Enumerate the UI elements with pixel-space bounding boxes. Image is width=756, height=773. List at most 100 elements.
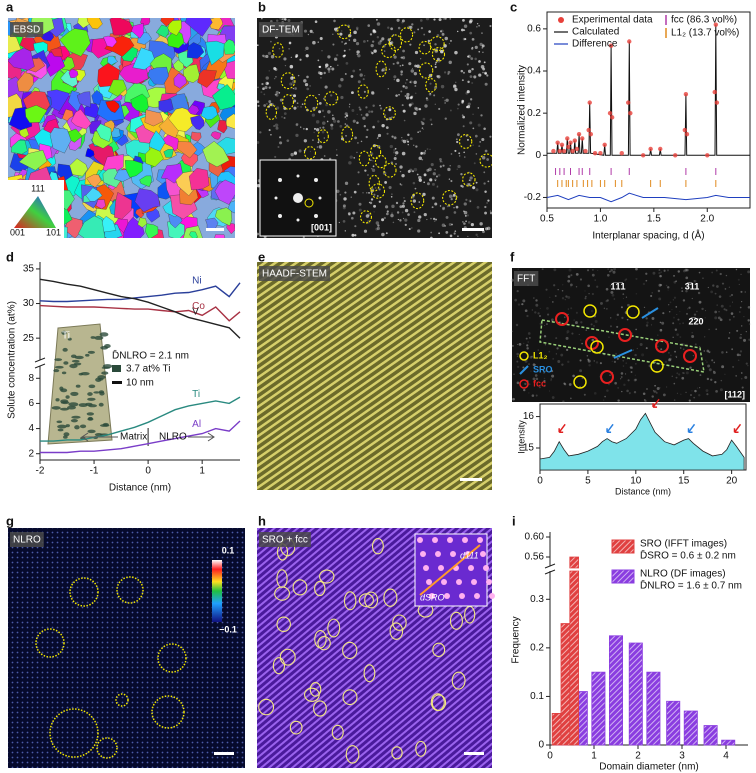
speckle — [675, 280, 677, 282]
speckle — [436, 59, 441, 63]
speckle — [460, 172, 463, 176]
speckle — [567, 308, 569, 310]
speckle — [372, 104, 375, 107]
speckle — [447, 72, 450, 76]
ipf-label: 111 — [31, 183, 45, 193]
speckle — [627, 379, 630, 382]
speckle — [478, 73, 482, 77]
speckle — [625, 362, 628, 365]
fcc-spot — [683, 349, 697, 363]
speckle — [309, 29, 313, 33]
nlro-circle — [303, 146, 317, 160]
bar — [721, 739, 736, 746]
x-axis-label: Distance (nm) — [615, 486, 671, 496]
speckle — [431, 206, 434, 209]
speckle — [677, 270, 680, 273]
data-point — [626, 100, 631, 105]
speckle — [543, 379, 546, 382]
speckle — [482, 71, 484, 74]
speckle — [668, 310, 671, 313]
speckle — [664, 360, 668, 364]
atom-column — [474, 593, 480, 599]
speckle — [257, 232, 259, 236]
speckle — [728, 318, 731, 321]
speckle — [568, 383, 572, 386]
speckle — [728, 286, 731, 288]
speckle — [418, 107, 422, 111]
speckle — [315, 128, 320, 132]
nlro-circle — [357, 84, 369, 99]
speckle — [610, 268, 614, 272]
nlro-cluster — [90, 336, 96, 339]
speckle — [469, 75, 473, 79]
nlro-circle — [399, 27, 414, 43]
speckle — [681, 290, 684, 292]
speckle — [615, 352, 618, 355]
speckle — [685, 286, 688, 289]
speckle — [608, 383, 610, 386]
speckle — [688, 282, 691, 285]
speckle — [694, 343, 697, 346]
bar — [569, 556, 579, 746]
speckle — [413, 111, 417, 116]
sro-circle — [345, 745, 360, 764]
speckle — [443, 71, 447, 74]
speckle — [471, 37, 475, 41]
speckle — [702, 277, 704, 279]
nlro-cluster — [62, 347, 68, 352]
speckle — [393, 78, 396, 81]
speckle — [654, 385, 656, 387]
speckle — [463, 71, 465, 74]
speckle — [622, 359, 625, 362]
speckle — [279, 18, 282, 20]
speckle — [261, 18, 263, 20]
speckle — [661, 321, 665, 325]
speckle — [604, 395, 606, 398]
y-tick-label: 35 — [23, 264, 35, 275]
speckle — [672, 322, 675, 325]
speckle — [478, 24, 480, 27]
speckle — [312, 139, 314, 141]
grain — [102, 168, 121, 188]
grain — [86, 174, 102, 188]
speckle — [352, 119, 356, 123]
nlro-cluster — [55, 398, 60, 402]
speckle — [741, 386, 744, 389]
speckle — [320, 77, 322, 79]
speckle — [265, 102, 268, 105]
speckle — [327, 70, 331, 74]
grain — [49, 127, 72, 154]
diffraction-spot — [314, 178, 318, 182]
speckle — [414, 92, 417, 95]
speckle — [584, 290, 586, 292]
speckle — [739, 336, 742, 340]
speckle — [434, 169, 436, 171]
speckle — [705, 359, 707, 361]
speckle — [516, 352, 519, 356]
speckle — [691, 334, 695, 338]
atom-column — [486, 579, 492, 585]
speckle — [407, 133, 410, 137]
speckle — [292, 87, 295, 90]
legend-label: Calculated — [572, 27, 619, 38]
speckle — [527, 363, 531, 366]
speckle — [562, 284, 564, 286]
speckle — [454, 149, 457, 152]
speckle — [273, 66, 277, 70]
speckle — [370, 191, 373, 194]
speckle — [270, 54, 275, 59]
speckle — [535, 394, 538, 397]
speckle — [270, 133, 272, 136]
panel-label: h — [258, 513, 266, 528]
speckle — [680, 393, 682, 395]
speckle — [257, 141, 260, 144]
speckle — [299, 58, 302, 61]
speckle — [423, 181, 425, 184]
speckle — [588, 364, 591, 367]
x-tick-label: 0 — [547, 751, 553, 762]
speckle — [524, 309, 528, 313]
speckle — [268, 129, 271, 132]
speckle — [276, 106, 280, 110]
speckle — [363, 75, 366, 77]
